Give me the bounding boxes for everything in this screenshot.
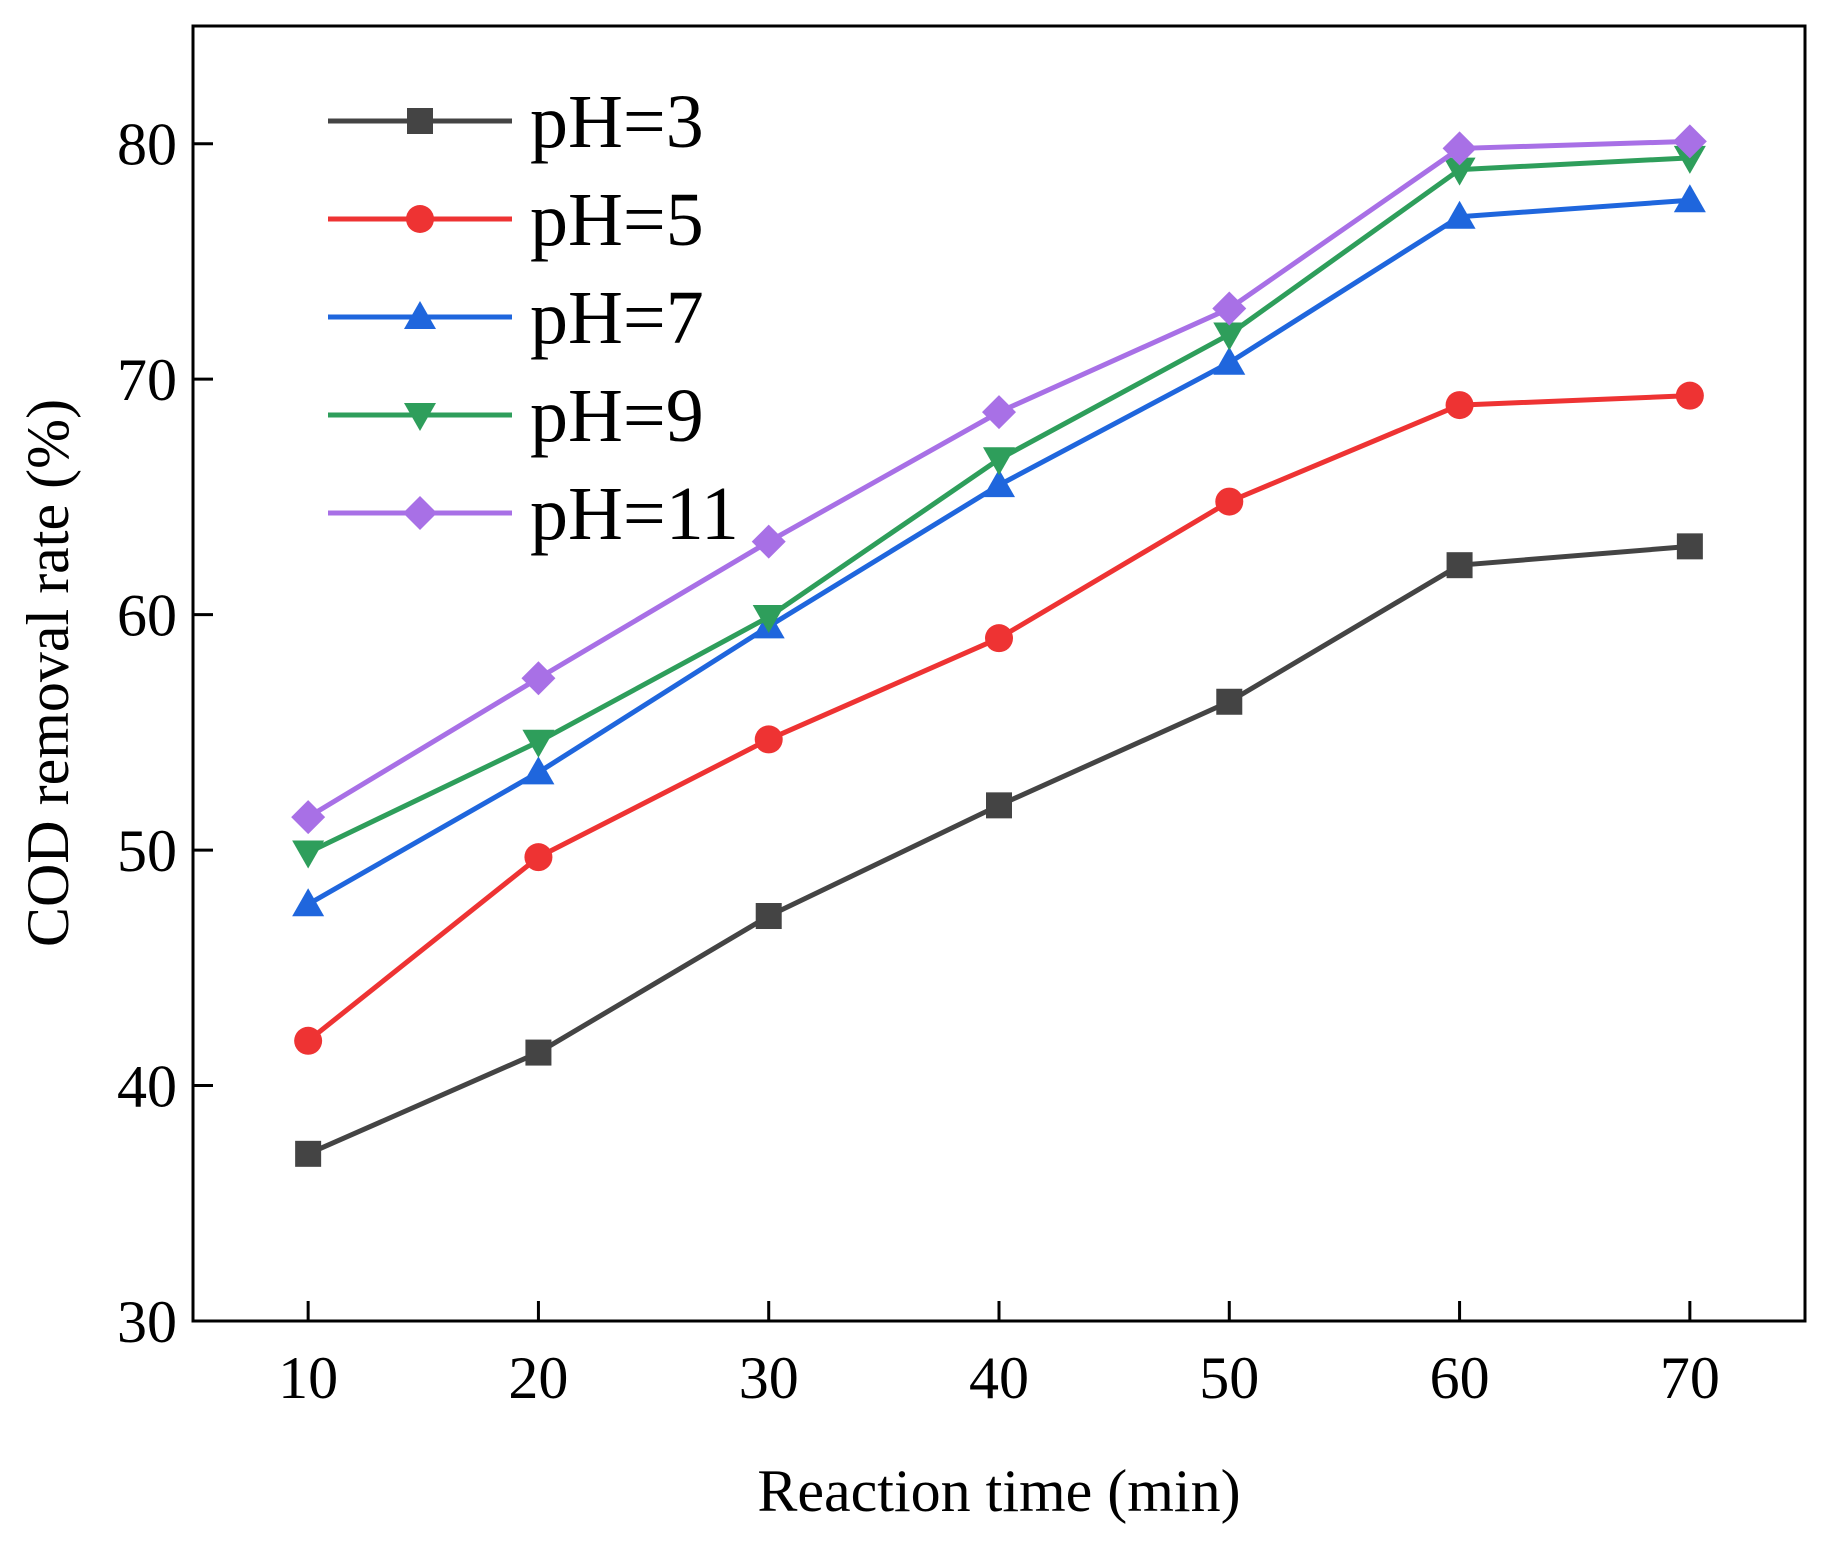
data-point — [1443, 157, 1476, 186]
legend: pH=3 pH=5 pH=7 pH=9 pH=11 — [328, 80, 739, 556]
series-layer — [291, 124, 1707, 1167]
data-point — [985, 624, 1013, 653]
y-tick-label: 70 — [117, 347, 177, 413]
legend-label: pH=5 — [530, 178, 704, 262]
x-tick-label: 30 — [739, 1345, 799, 1411]
x-tick-label: 10 — [278, 1345, 338, 1411]
data-point — [295, 1140, 322, 1167]
series-pH=11 — [291, 124, 1707, 835]
legend-label: pH=9 — [530, 374, 704, 458]
legend-label: pH=3 — [530, 80, 704, 164]
data-point — [524, 843, 553, 872]
y-tick-label: 30 — [117, 1289, 177, 1355]
y-tick-label: 60 — [117, 583, 177, 649]
x-tick-label: 60 — [1430, 1345, 1490, 1411]
x-tick-label: 70 — [1660, 1345, 1720, 1411]
data-point — [986, 792, 1012, 819]
y-tick-label: 40 — [117, 1054, 177, 1120]
data-point — [983, 469, 1015, 498]
legend-marker — [404, 301, 436, 329]
y-axis: 30 40 50 60 70 80 — [117, 112, 213, 1355]
series-pH=3 — [295, 533, 1703, 1167]
data-point — [751, 524, 786, 559]
legend-item: pH=3 — [328, 80, 704, 164]
data-point — [755, 903, 782, 930]
data-point — [1673, 145, 1706, 174]
data-point — [292, 840, 325, 869]
series-pH=5 — [294, 381, 1704, 1055]
y-tick-label: 50 — [117, 818, 177, 884]
data-point — [291, 800, 326, 835]
data-point — [522, 729, 555, 758]
legend-label: pH=11 — [530, 472, 739, 556]
legend-item: pH=11 — [328, 472, 739, 556]
x-axis: 10 20 30 40 50 60 70 — [278, 1301, 1720, 1411]
x-tick-label: 40 — [969, 1345, 1029, 1411]
data-point — [1213, 346, 1246, 375]
data-point — [1445, 391, 1474, 420]
legend-marker — [404, 403, 436, 431]
data-point — [1446, 552, 1473, 579]
data-point — [292, 888, 325, 917]
x-tick-label: 20 — [508, 1345, 568, 1411]
x-tick-label: 50 — [1199, 1345, 1259, 1411]
data-point — [1673, 184, 1706, 213]
data-point — [1216, 688, 1243, 715]
data-point — [521, 661, 556, 696]
data-point — [525, 1039, 552, 1066]
data-point — [294, 1026, 323, 1055]
legend-marker — [403, 496, 437, 530]
data-point — [982, 395, 1016, 430]
data-point — [1672, 124, 1707, 159]
y-tick-label: 80 — [117, 112, 177, 178]
legend-item: pH=9 — [328, 374, 704, 458]
data-point — [754, 725, 783, 754]
y-axis-title: COD removal rate (%) — [15, 399, 81, 947]
data-point — [752, 604, 785, 633]
legend-marker — [406, 205, 434, 233]
data-point — [983, 447, 1015, 476]
data-point — [1442, 131, 1477, 166]
series-pH=9 — [292, 145, 1706, 869]
legend-item: pH=5 — [328, 178, 704, 262]
series-line — [307, 155, 1690, 855]
data-point — [1212, 291, 1247, 326]
legend-label: pH=7 — [530, 276, 704, 360]
data-point — [1676, 533, 1703, 560]
legend-marker — [407, 108, 433, 134]
data-point — [1675, 381, 1704, 410]
data-point — [1215, 487, 1244, 516]
data-point — [522, 756, 555, 785]
x-axis-title: Reaction time (min) — [757, 1458, 1240, 1524]
data-point — [1213, 322, 1246, 351]
legend-item: pH=7 — [328, 276, 704, 360]
data-point — [1443, 200, 1476, 229]
